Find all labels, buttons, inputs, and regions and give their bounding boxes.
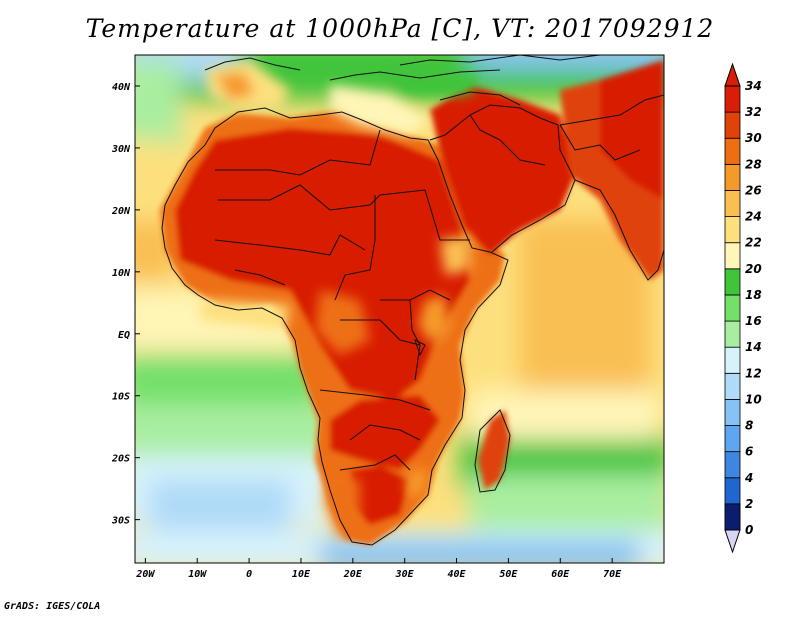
- lat-tick-label: 40N: [112, 82, 131, 93]
- coastlines: [161, 55, 664, 546]
- lon-tick-label: 10W: [188, 569, 207, 580]
- lat-tick-label: 20N: [111, 206, 131, 217]
- colorbar-box: [724, 425, 741, 453]
- colorbar-box: [724, 320, 741, 348]
- lon-tick-label: 40E: [448, 569, 467, 580]
- colorbar-box: [724, 85, 741, 113]
- colorbar-label: 30: [745, 131, 762, 145]
- colorbar-label: 4: [744, 471, 753, 485]
- lat-tick-label: 10S: [112, 392, 130, 403]
- colorbar-label: 12: [745, 366, 762, 380]
- colorbar-top-triangle: [724, 62, 741, 87]
- colorbar-box: [724, 346, 741, 374]
- temperature-field: [135, 55, 664, 563]
- colorbar-box: [724, 242, 741, 270]
- colorbar-label: 20: [745, 262, 762, 276]
- lon-tick-label: 70E: [603, 569, 622, 580]
- lon-tick-label: 0: [246, 569, 252, 580]
- colorbar-box: [724, 163, 741, 191]
- colorbar-bottom-triangle: [724, 529, 741, 554]
- colorbar-label: 10: [745, 392, 762, 406]
- colorbar-box: [724, 190, 741, 217]
- lat-tick-label: 20S: [111, 454, 130, 465]
- colorbar-box: [724, 111, 741, 139]
- lon-tick-label: 20E: [343, 569, 363, 580]
- colorbar-label: 34: [745, 79, 762, 93]
- lon-tick-label: 20W: [135, 569, 155, 580]
- colorbar-label: 2: [745, 497, 753, 511]
- colorbar-label: 16: [745, 314, 762, 328]
- colorbar-box: [724, 477, 741, 505]
- lon-tick-label: 50E: [499, 569, 518, 580]
- lat-tick-label: EQ: [118, 330, 130, 341]
- colorbar-box: [724, 137, 741, 165]
- colorbar-box: [724, 451, 741, 479]
- colorbar-box: [724, 372, 741, 400]
- lon-tick-label: 60E: [551, 569, 570, 580]
- colorbar-label: 22: [745, 236, 762, 250]
- map-frame: [134, 54, 665, 564]
- lon-tick-label: 30E: [395, 569, 415, 580]
- lon-tick-label: 10E: [292, 569, 311, 580]
- colorbar-box: [724, 268, 741, 296]
- map-title: Temperature at 1000hPa [C], VT: 20170929…: [85, 14, 715, 43]
- colorbar-label: 8: [745, 419, 753, 433]
- colorbar-label: 32: [745, 105, 762, 119]
- credit-footer: GrADS: IGES/COLA: [4, 601, 101, 612]
- colorbar-box: [724, 399, 741, 426]
- colorbar-label: 28: [745, 157, 762, 171]
- colorbar-box: [724, 294, 741, 322]
- colorbar-label: 14: [745, 340, 762, 354]
- colorbar-label: 26: [745, 183, 762, 197]
- colorbar-label: 24: [745, 210, 762, 224]
- latitude-ticks: 40N 30N 20N 10N EQ 10S 20S 30S: [111, 82, 140, 527]
- lat-tick-label: 30S: [111, 516, 130, 527]
- colorbar-box: [724, 503, 741, 531]
- colorbar-label: 6: [745, 445, 753, 459]
- colorbar-label: 18: [745, 288, 762, 302]
- colorbar-box: [724, 216, 741, 244]
- longitude-ticks: 20W 10W 0 10E 20E 30E 40E 50E 60E 70E: [135, 558, 622, 580]
- lat-tick-label: 30N: [111, 144, 131, 155]
- colorbar-label: 0: [745, 523, 753, 537]
- lat-tick-label: 10N: [112, 268, 131, 279]
